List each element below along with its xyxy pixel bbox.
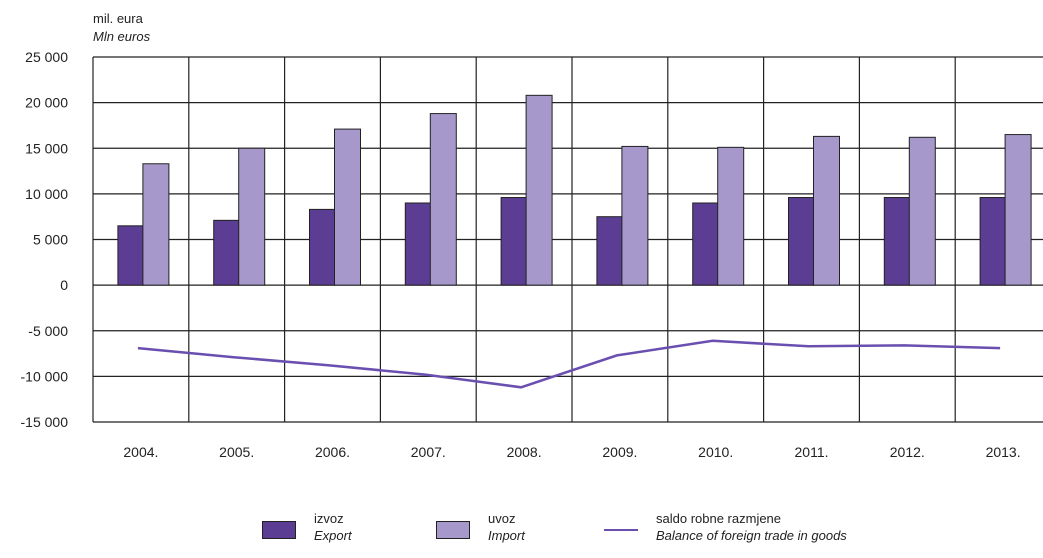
y-tick-label: 20 000 (25, 95, 68, 111)
balance-series-line (137, 339, 1001, 389)
bar-export (213, 219, 241, 286)
unit-label-english: Mln euros (93, 29, 151, 44)
unit-label-local: mil. eura (93, 11, 144, 26)
bar-import (813, 135, 840, 286)
bar-import (1004, 134, 1032, 286)
bar-export (692, 202, 720, 286)
x-axis-ticks: 2004. 2005. 2006. 2007. 2008. 2009. 2010. 2011.… (123, 444, 1020, 460)
x-tick-label: 2010. (698, 444, 733, 460)
x-tick-label: 2009. (602, 444, 637, 460)
y-tick-label: 0 (60, 277, 68, 293)
y-tick-label: 5 000 (33, 232, 68, 248)
bar-import (621, 145, 649, 286)
bar-import (429, 113, 457, 286)
balance-line (137, 339, 1001, 389)
x-tick-label: 2004. (123, 444, 158, 460)
legend-item-import: uvoz Import (436, 510, 525, 544)
bar-export (117, 225, 145, 286)
bar-import (334, 128, 361, 286)
x-tick-label: 2005. (219, 444, 254, 460)
y-axis-ticks: 25 000 20 000 15 000 10 000 5 000 0 -5 000 -10 … (21, 49, 69, 430)
x-tick-label: 2012. (890, 444, 925, 460)
x-tick-label: 2006. (315, 444, 350, 460)
legend: izvoz Export uvoz Import saldo robne raz… (0, 510, 1043, 556)
x-tick-label: 2011. (795, 444, 829, 460)
bar-import (525, 94, 553, 286)
bar-export (309, 208, 336, 286)
bar-export (788, 197, 815, 286)
bar-export (979, 197, 1007, 286)
trade-chart: mil. eura Mln euros 25 000 20 000 15 000 10… (21, 11, 1043, 460)
bar-import (142, 163, 170, 286)
legend-label-export: Export (314, 528, 352, 543)
y-tick-label: -10 000 (21, 368, 69, 384)
bar-import (908, 136, 936, 286)
y-tick-label: -15 000 (21, 414, 69, 430)
legend-item-export: izvoz Export (262, 510, 352, 544)
bars (117, 94, 1032, 286)
bar-export (404, 202, 432, 286)
bar-export (883, 197, 911, 286)
legend-label-balance: Balance of foreign trade in goods (656, 528, 847, 543)
y-tick-label: -5 000 (28, 323, 68, 339)
bar-import (238, 147, 266, 286)
legend-swatch-balance (604, 529, 638, 531)
bar-export (500, 197, 528, 286)
x-tick-label: 2007. (411, 444, 446, 460)
x-tick-label: 2008. (507, 444, 542, 460)
y-tick-label: 25 000 (25, 49, 68, 65)
x-tick-label: 2013. (986, 444, 1021, 460)
legend-swatch-import (436, 521, 470, 539)
legend-label-import-local: uvoz (488, 511, 516, 526)
y-tick-label: 10 000 (25, 186, 68, 202)
legend-label-import: Import (488, 528, 525, 543)
legend-item-balance: saldo robne razmjene Balance of foreign … (604, 510, 847, 544)
legend-label-balance-local: saldo robne razmjene (656, 511, 782, 526)
bar-import (717, 146, 745, 286)
legend-swatch-export (262, 521, 296, 539)
y-tick-label: 15 000 (25, 140, 68, 156)
bar-export (596, 216, 624, 286)
legend-label-export-local: izvoz (314, 511, 344, 526)
